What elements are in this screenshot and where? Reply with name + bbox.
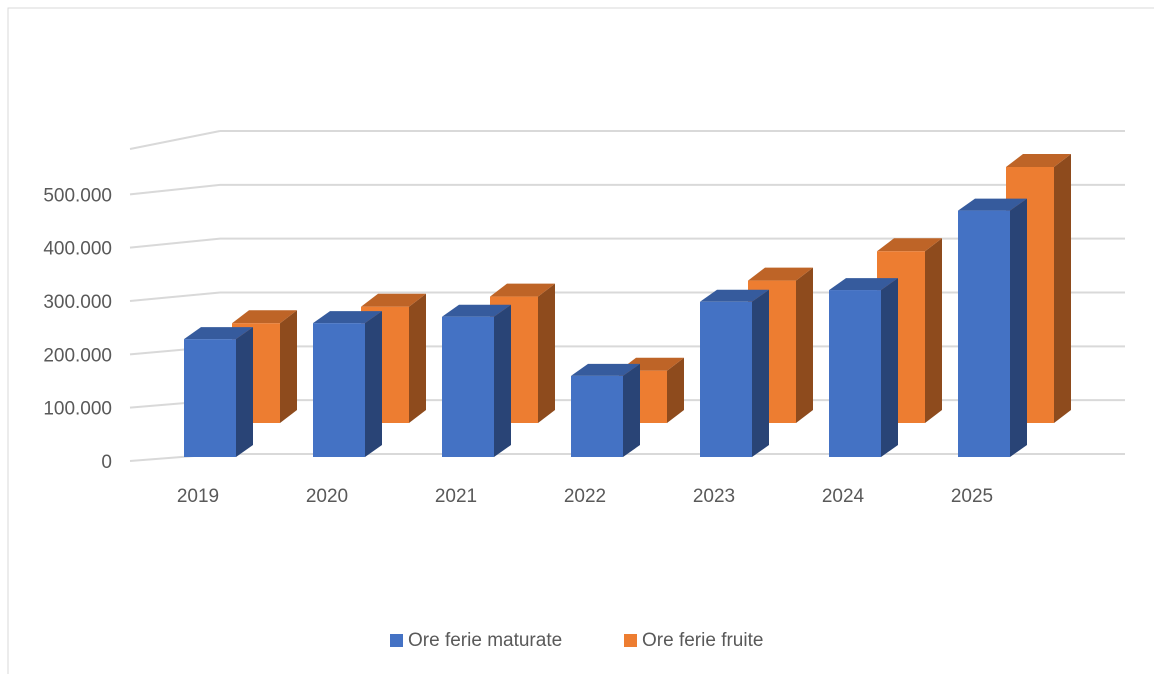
chart-frame bbox=[7, 7, 1154, 674]
bar bbox=[313, 323, 365, 457]
bar bbox=[958, 210, 1010, 457]
legend-swatch bbox=[624, 634, 637, 647]
wall-line bbox=[129, 130, 221, 150]
bar-top bbox=[958, 198, 1027, 211]
bar-side bbox=[1054, 154, 1071, 423]
x-tick-label: 2022 bbox=[564, 486, 606, 507]
y-tick-label: 200.000 bbox=[43, 345, 112, 366]
bar-side bbox=[280, 310, 297, 423]
bar-top bbox=[313, 311, 382, 324]
bar-side bbox=[925, 238, 942, 423]
bar bbox=[184, 339, 236, 457]
bar-side bbox=[538, 283, 555, 423]
bar-top bbox=[361, 293, 426, 307]
bar-side bbox=[667, 357, 684, 423]
legend-label: Ore ferie fruite bbox=[642, 630, 763, 651]
bar-top bbox=[490, 283, 555, 297]
bar bbox=[571, 375, 623, 457]
y-tick-label: 300.000 bbox=[43, 292, 112, 313]
bar-top bbox=[700, 289, 769, 302]
y-tick-label: 100.000 bbox=[43, 399, 112, 420]
bar-top bbox=[829, 278, 898, 291]
bar-side bbox=[796, 267, 813, 423]
bar-side bbox=[365, 311, 382, 457]
bar-side bbox=[1010, 198, 1027, 457]
bar bbox=[700, 301, 752, 457]
grid-line bbox=[129, 291, 1125, 302]
bar-side bbox=[409, 293, 426, 423]
y-tick-label: 0 bbox=[101, 452, 112, 473]
bar-side bbox=[623, 363, 640, 457]
x-tick-label: 2025 bbox=[951, 486, 993, 507]
bar bbox=[442, 316, 494, 457]
bar bbox=[829, 290, 881, 457]
bar-top bbox=[184, 327, 253, 340]
grid-line bbox=[129, 183, 1125, 196]
bar-top bbox=[748, 267, 813, 281]
bar-side bbox=[494, 304, 511, 457]
bar-top bbox=[1006, 154, 1071, 167]
bar-top bbox=[232, 310, 297, 324]
x-tick-label: 2021 bbox=[435, 486, 477, 507]
y-tick-label: 400.000 bbox=[43, 239, 112, 260]
bar-top bbox=[442, 304, 511, 317]
bar-side bbox=[236, 327, 253, 457]
bar-side bbox=[881, 278, 898, 457]
legend-label: Ore ferie maturate bbox=[408, 630, 562, 651]
bar-top bbox=[571, 363, 640, 376]
legend-swatch bbox=[390, 634, 403, 647]
bar-side bbox=[752, 289, 769, 457]
bar-top bbox=[877, 238, 942, 252]
x-tick-label: 2023 bbox=[693, 486, 735, 507]
grid-line bbox=[129, 237, 1125, 249]
y-tick-label: 500.000 bbox=[43, 185, 112, 206]
x-tick-label: 2020 bbox=[306, 486, 348, 507]
x-tick-label: 2019 bbox=[177, 486, 219, 507]
x-tick-label: 2024 bbox=[822, 486, 865, 507]
